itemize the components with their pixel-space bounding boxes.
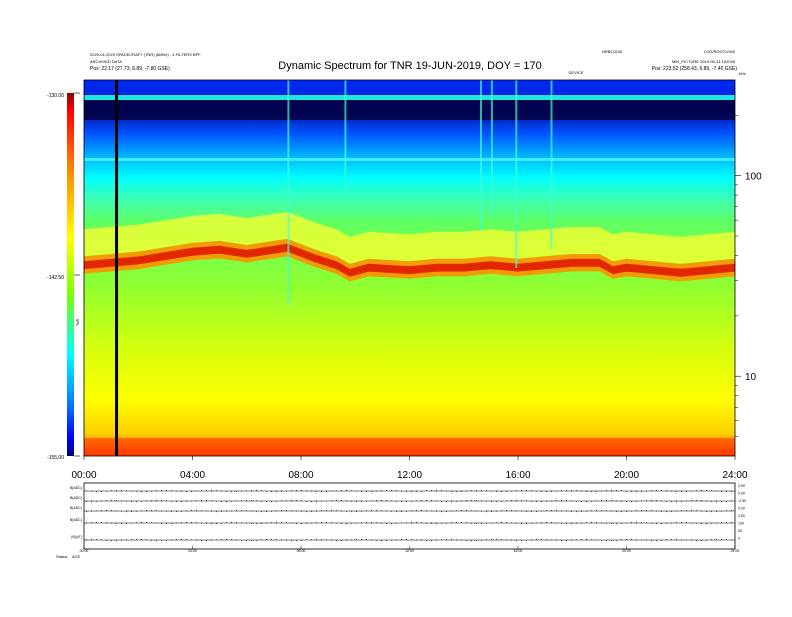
y-tick-label: 10 — [745, 372, 757, 383]
lower-panel-label: N(ADC) — [70, 518, 82, 522]
lower-right-scale-label: 0 — [738, 537, 740, 541]
meta-left-2: ARCHIVED DATA — [90, 59, 122, 64]
plasma-line — [84, 243, 735, 277]
plasma-halo-orange — [84, 238, 735, 282]
meta-left-1: 2020-01-2023 SPACECRAFT (TNR) (6MHz) - 4… — [90, 52, 201, 57]
lower-x-axis: 00:00 04:00 08:00 12:00 16:00 20:00 24:00 — [80, 546, 740, 553]
lower-x-tick-label: 08:00 — [297, 549, 306, 553]
spectrogram — [84, 80, 735, 456]
lower-trace — [86, 509, 732, 513]
lower-trace — [86, 521, 732, 525]
x-tick-label: 16:00 — [505, 470, 530, 481]
meta-left-3: Pos: 22.17 (27.73, 6.89, -7.80 GSE) — [90, 66, 170, 72]
lower-panel-label: B(ADC) — [70, 486, 82, 490]
burst-feature — [287, 80, 290, 306]
chart-title: Dynamic Spectrum for TNR 19-JUN-2019, DO… — [278, 60, 541, 72]
colorbar-tick-top: -130.00 — [47, 93, 64, 99]
lower-right-scale-label: 0.00 — [738, 492, 745, 496]
meta-right-top-2: LOG/ROOT/v340 — [704, 49, 736, 54]
lower-x-tick-label: 00:00 — [80, 549, 89, 553]
x-tick-label: 00:00 — [71, 470, 96, 481]
colorbar-tick-bottom: -155.00 — [47, 455, 64, 461]
colorbar-unit-label: TNR — [76, 318, 80, 326]
center-tag: DEVICE — [569, 70, 584, 75]
lower-panel-label: |B|(nT) — [71, 535, 82, 539]
x-tick-label: 24:00 — [722, 470, 747, 481]
meta-right-top-1: NRBC0240 — [602, 49, 623, 54]
burst-feature — [344, 80, 347, 193]
meta-right-mid: MIN_PICTURE 2019-06-31 102039 — [672, 59, 736, 64]
x-tick-label: 12:00 — [397, 470, 422, 481]
meta-right-pos: Pos: 223.52 (258.43, 6.89, -7.40 GSE) — [652, 66, 738, 72]
lower-x-tick-label: 12:00 — [405, 549, 414, 553]
lower-panels: B(ADC) B(ADC) B(ADC) N(ADC) |B|(nT) 00:00 04:… — [70, 482, 746, 553]
corner-tag: kHz — [739, 71, 746, 76]
burst-feature — [550, 80, 553, 250]
burst-feature — [515, 80, 518, 268]
lower-trace — [86, 499, 732, 503]
burst-feature — [490, 80, 493, 212]
main-x-axis: 00:00 04:00 08:00 12:00 16:00 20:00 24:00 — [71, 456, 748, 481]
lower-x-tick-label: 24:00 — [731, 549, 740, 553]
lower-right-scale: 2.50 0.00 -2.50 0.00 2.50 100 50 0 — [738, 484, 746, 541]
lower-right-scale-label: -2.50 — [738, 499, 746, 503]
burst-feature — [480, 80, 482, 231]
main-y-axis: 100 10 — [735, 115, 762, 437]
lower-right-scale-label: 100 — [738, 522, 744, 526]
lower-x-tick-label: 16:00 — [514, 549, 523, 553]
lower-trace — [86, 538, 732, 542]
lower-right-scale-label: 50 — [738, 529, 742, 533]
colorbar-tick-mid: -142.50 — [47, 275, 64, 281]
x-tick-label: 20:00 — [614, 470, 639, 481]
x-tick-label: 04:00 — [180, 470, 205, 481]
colorbar — [67, 93, 74, 456]
lower-trace — [86, 489, 732, 493]
lower-right-scale-label: 0.00 — [738, 507, 745, 511]
x-tick-label: 08:00 — [288, 470, 313, 481]
footer-value: ACE — [72, 554, 81, 559]
lower-right-scale-label: 2.50 — [738, 514, 745, 518]
lower-x-tick-label: 20:00 — [622, 549, 631, 553]
plasma-halo-upper — [84, 211, 735, 264]
footer-label: Status — [56, 554, 67, 559]
lower-panel-label: B(ADC) — [70, 506, 82, 510]
lower-right-scale-label: 2.50 — [738, 484, 745, 488]
lower-x-tick-label: 04:00 — [188, 549, 197, 553]
lower-panel-label: B(ADC) — [70, 496, 82, 500]
y-tick-label: 100 — [745, 172, 762, 183]
